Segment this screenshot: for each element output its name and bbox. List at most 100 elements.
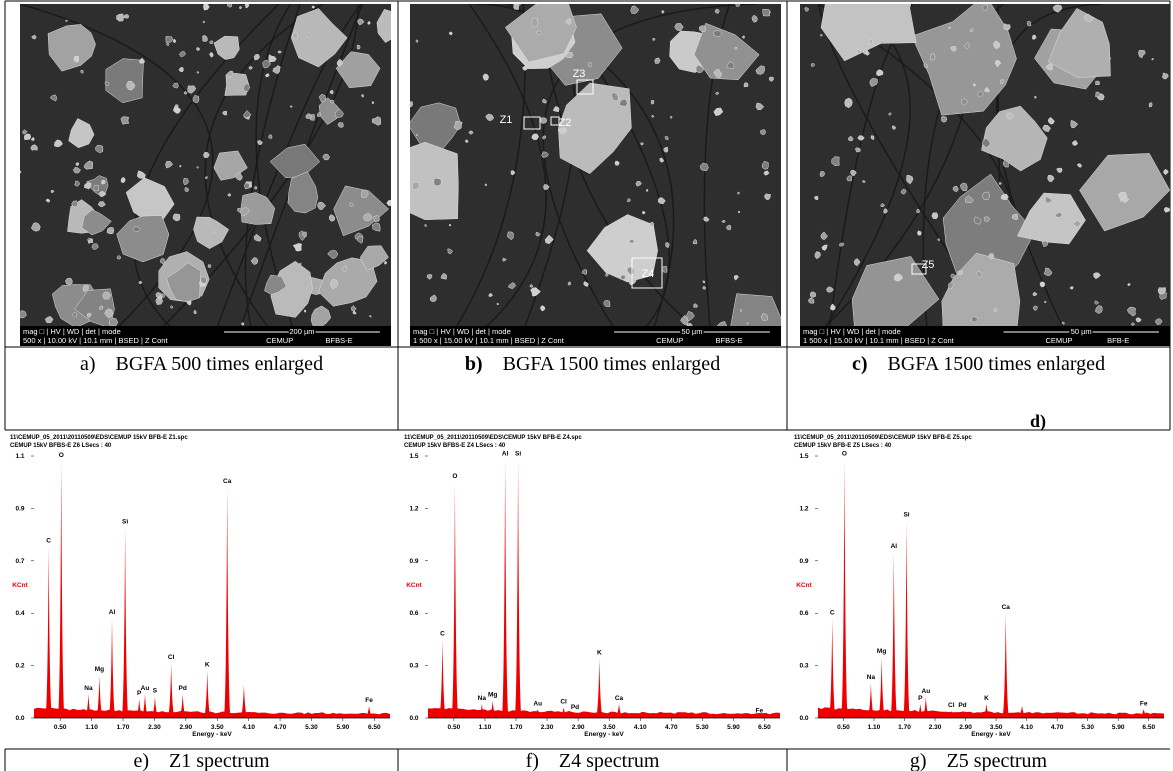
panel-label: d) — [1030, 412, 1046, 430]
zone-label: Z5 — [922, 259, 935, 271]
info-header: mag □ | HV | WD | det | mode — [803, 327, 901, 336]
x-tick-label: 4.10 — [634, 724, 647, 731]
y-axis-label: KCnt — [406, 582, 422, 589]
caption-letter: g) — [910, 750, 927, 771]
particle — [257, 141, 259, 143]
x-axis-label: Energy - keV — [192, 731, 232, 738]
particle — [197, 71, 199, 73]
particle — [278, 51, 281, 54]
x-tick-label: 3.50 — [211, 724, 224, 731]
x-tick-label: 1.10 — [868, 724, 881, 731]
x-tick-label: 5.90 — [727, 724, 740, 731]
particle — [700, 163, 708, 171]
particle — [241, 323, 244, 325]
particle — [629, 221, 631, 223]
y-tick-label: 0.4 — [15, 610, 24, 617]
peak — [122, 527, 129, 718]
x-tick-label: 5.90 — [337, 724, 350, 731]
peak — [616, 704, 623, 718]
spectrum-header: 11\CEMUP_05_2011\20110509\EDS\CEMUP 15kV… — [794, 435, 972, 441]
peak-label: O — [842, 450, 847, 457]
peak-label: Mg — [95, 666, 104, 673]
particle — [763, 9, 770, 16]
particle — [408, 101, 413, 107]
peak — [878, 657, 885, 718]
particle — [931, 54, 936, 60]
x-tick-label: 2.90 — [572, 724, 585, 731]
particle — [1027, 21, 1031, 26]
peak — [439, 639, 446, 718]
y-tick-label: 0.9 — [409, 558, 418, 565]
x-tick-label: 0.50 — [54, 724, 67, 731]
peak — [515, 459, 522, 718]
particle — [869, 39, 873, 43]
particle — [761, 130, 766, 135]
peak — [829, 618, 836, 718]
x-tick-label: 3.50 — [603, 724, 616, 731]
particle — [716, 92, 719, 95]
peak — [841, 459, 848, 718]
particle — [434, 178, 442, 186]
spectrum-header: CEMUP 15kV BFB-E Z5 LSecs : 40 — [794, 443, 892, 449]
particle — [74, 56, 79, 62]
y-axis-label: KCnt — [12, 582, 28, 589]
particle — [949, 27, 951, 29]
info-values: 1 500 x | 15.00 kV | 10.1 mm | BSED | Z … — [413, 336, 565, 345]
peak-label: Al — [891, 543, 898, 550]
figure-canvas: mag □ | HV | WD | det | mode 500 x | 10.0… — [0, 0, 1173, 771]
particle — [364, 213, 372, 220]
particle — [642, 211, 645, 214]
particle — [117, 256, 121, 260]
peak-label: Mg — [488, 692, 497, 699]
y-tick-label: 0.0 — [799, 715, 808, 722]
particle — [197, 167, 199, 169]
x-tick-label: 4.10 — [242, 724, 255, 731]
particle — [304, 310, 306, 312]
lab-name: CEMUP — [656, 336, 683, 345]
particle — [540, 118, 546, 124]
y-tick-label: 0.3 — [409, 663, 418, 670]
peak-label: Cl — [168, 654, 175, 661]
particle — [449, 224, 451, 226]
info-values: 500 x | 10.00 kV | 10.1 mm | BSED | Z Co… — [23, 336, 168, 345]
x-tick-label: 2.90 — [959, 724, 972, 731]
peak-label: Al — [109, 609, 116, 616]
peak — [502, 459, 509, 718]
caption-text: Z5 spectrum — [947, 750, 1048, 771]
zone-label: Z2 — [559, 117, 572, 129]
info-header: mag □ | HV | WD | det | mode — [413, 327, 511, 336]
peak — [596, 659, 603, 718]
particle — [497, 303, 499, 305]
particle — [703, 286, 706, 289]
particle — [244, 183, 249, 189]
particle — [1149, 103, 1152, 107]
peak-label: Au — [141, 685, 150, 692]
peak-label: Na — [84, 685, 93, 692]
particle — [485, 184, 487, 186]
x-tick-label: 2.90 — [179, 724, 192, 731]
zone-label: Z4 — [642, 268, 655, 280]
particle — [1152, 58, 1154, 60]
y-tick-label: 0.0 — [15, 715, 24, 722]
y-tick-label: 1.2 — [409, 505, 418, 512]
x-tick-label: 0.50 — [837, 724, 850, 731]
caption: f) Z4 spectrum — [398, 749, 787, 771]
y-tick-label: 0.6 — [409, 610, 418, 617]
sample-name: BFBS-E — [716, 336, 743, 345]
peak-label: C — [46, 538, 51, 545]
y-tick-label: 0.7 — [15, 558, 24, 565]
x-tick-label: 2.30 — [148, 724, 161, 731]
peak-label: K — [597, 650, 602, 657]
peak-label: Si — [122, 518, 128, 525]
particle — [368, 22, 371, 25]
peak-label: Mg — [877, 648, 886, 655]
lab-name: CEMUP — [266, 336, 293, 345]
particle — [93, 185, 98, 190]
x-tick-label: 1.70 — [117, 724, 130, 731]
sample-name: BFB-E — [1107, 336, 1129, 345]
caption-letter: c) — [852, 353, 868, 375]
particle — [532, 134, 539, 140]
particle — [646, 189, 648, 191]
particle — [1034, 96, 1036, 98]
